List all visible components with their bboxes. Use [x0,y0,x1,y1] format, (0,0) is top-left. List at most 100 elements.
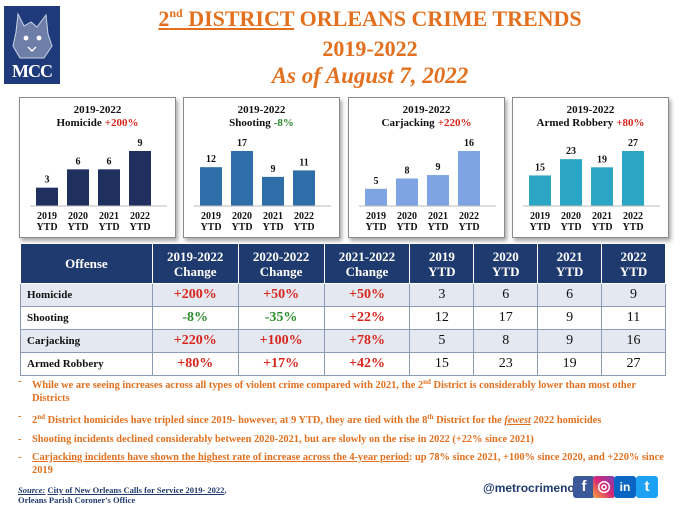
bar-value-label: 5 [374,176,379,187]
bullet-text: District homicides have tripled since 20… [45,415,428,426]
bullet-item: - Shooting incidents declined considerabl… [18,434,668,447]
category-tick-label: 2021 [592,211,612,222]
col-header-2022-ytd: 2022 YTD [601,243,666,284]
chart-bar [200,167,222,206]
category-tick-label: YTD [36,222,57,233]
bar-value-label: 11 [299,157,308,168]
bullet-sup: th [427,413,434,421]
crime-table: Offense 2019-2022 Change 2020-2022 Change … [20,243,666,376]
category-tick-label: 2021 [99,211,119,222]
col-header-2020-ytd: 2020 YTD [473,243,539,284]
table-row: Homicide +200% +50% +50% 3 6 6 9 [20,283,666,307]
bullet-text: District for the [433,415,505,426]
col-header-text: 2022 [620,248,647,264]
category-tick-label: 2019 [37,211,57,222]
twitter-icon[interactable]: t [636,476,658,498]
chart-panel-carjacking: 2019-2022 Carjacking +220% 5 2019 YTD 8 2020 Y… [348,97,505,238]
category-tick-label: YTD [200,222,221,233]
social-handle[interactable]: @metrocrimenola [483,481,585,495]
category-tick-label: 2020 [232,211,252,222]
category-tick-label: YTD [98,222,119,233]
col-header-text: Change [345,263,389,279]
chart-heading: 2019-2022 Carjacking +220% [349,104,504,130]
instagram-icon[interactable]: ◎ [593,476,615,498]
source-link[interactable]: City of New Orleans Calls for Service 20… [47,485,225,495]
category-tick-label: 2022 [294,211,314,222]
col-header-text: YTD [428,263,456,279]
key-findings: - While we are seeing increases across al… [18,376,668,483]
chart-panel-shooting: 2019-2022 Shooting -8% 12 2019 YTD 17 2020 YTD… [183,97,340,238]
change-2021-cell: +42% [323,352,411,376]
category-tick-label: YTD [396,222,417,233]
chart-change: +80% [616,117,645,129]
change-2020-cell: +50% [237,283,325,307]
page-years: 2019-2022 [322,36,418,61]
bar-value-label: 27 [628,138,638,149]
bar-value-label: 12 [206,154,216,165]
chart-subtitle: Carjacking [381,117,435,129]
category-tick-label: YTD [560,222,581,233]
category-tick-label: YTD [293,222,314,233]
chart-bar [560,159,582,206]
category-tick-label: YTD [231,222,252,233]
offense-cell: Homicide [20,283,153,307]
chart-heading: 2019-2022 Shooting -8% [184,104,339,130]
ytd-2021-cell: 19 [537,352,603,376]
chart-bar [293,170,315,206]
source-label: Source: [18,485,46,495]
bullet-item: - While we are seeing increases across al… [18,376,668,405]
chart-change: +220% [437,117,472,129]
category-tick-label: YTD [458,222,479,233]
title-district: 2nd DISTRICT [158,6,294,31]
table-body: Homicide +200% +50% +50% 3 6 6 9 Shooting -8% -35%… [20,283,666,376]
category-tick-label: 2022 [623,211,643,222]
chart-change: +200% [104,117,139,129]
ytd-2020-cell: 8 [473,329,539,353]
offense-cell: Shooting [20,306,153,330]
category-tick-label: 2020 [68,211,88,222]
linkedin-icon[interactable]: in [614,476,636,498]
ytd-2021-cell: 9 [537,329,603,353]
bar-value-label: 17 [237,138,247,149]
ytd-2022-cell: 27 [601,352,666,376]
col-header-2019-ytd: 2019 YTD [409,243,475,284]
category-tick-label: 2019 [366,211,386,222]
change-2020-cell: +100% [237,329,325,353]
category-tick-label: 2021 [428,211,448,222]
bullet-sup: nd [423,378,431,386]
bullet-dash-icon: - [18,411,22,422]
bar-value-label: 9 [138,138,143,149]
change-2021-cell: +22% [323,306,411,330]
bullet-sup: nd [37,413,45,421]
col-header-offense: Offense [20,243,153,284]
change-2019-cell: +80% [151,352,239,376]
bar-value-label: 9 [436,162,441,173]
category-tick-label: YTD [129,222,150,233]
col-header-text: YTD [492,263,520,279]
chart-bar [622,151,644,206]
category-tick-label: YTD [591,222,612,233]
chart-heading: 2019-2022 Armed Robbery +80% [513,104,668,130]
col-header-2021-ytd: 2021 YTD [537,243,603,284]
offense-cell: Armed Robbery [20,352,153,376]
chart-change: -8% [273,117,294,129]
chart-title: 2019-2022 [402,104,451,116]
source-tail: , [224,485,227,495]
title-district-num: 2 [158,6,170,31]
change-2019-cell: +220% [151,329,239,353]
change-2021-cell: +78% [323,329,411,353]
chart-bar [129,151,151,206]
category-tick-label: 2022 [459,211,479,222]
title-rest: ORLEANS CRIME TRENDS [294,6,582,31]
title-district-word: DISTRICT [182,6,295,31]
bullet-item: - Carjacking incidents have shown the hig… [18,452,668,477]
bullet-text: District is considerably lower than most… [32,380,636,404]
col-header-text: 2020 [492,248,519,264]
facebook-icon[interactable]: f [573,476,595,498]
ytd-2022-cell: 9 [601,283,666,307]
chart-bar [262,176,284,206]
change-2019-cell: -8% [151,306,239,330]
ytd-2019-cell: 5 [409,329,475,353]
